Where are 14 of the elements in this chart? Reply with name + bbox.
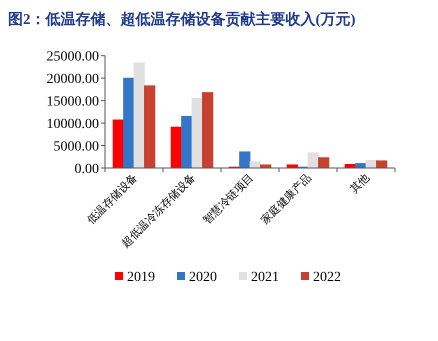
x-tick-label: 智慧冷链项目 <box>200 170 256 227</box>
legend-label: 2022 <box>313 270 341 285</box>
x-tick-label: 家庭健康产品 <box>258 170 314 227</box>
y-tick-label: 10000.00 <box>46 117 99 132</box>
legend-label: 2020 <box>189 270 217 285</box>
y-tick-label: 0.00 <box>74 162 99 177</box>
chart-title: 图2：低温存储、超低温存储设备贡献主要收入(万元) <box>8 10 356 28</box>
y-tick-label: 20000.00 <box>46 72 99 88</box>
legend-label: 2019 <box>127 270 155 285</box>
y-tick-label: 25000.00 <box>46 50 99 65</box>
x-tick-label: 其他 <box>347 170 372 196</box>
y-tick-label: 5000.00 <box>54 140 99 155</box>
legend-label: 2021 <box>251 270 279 285</box>
y-tick-label: 15000.00 <box>46 94 99 110</box>
